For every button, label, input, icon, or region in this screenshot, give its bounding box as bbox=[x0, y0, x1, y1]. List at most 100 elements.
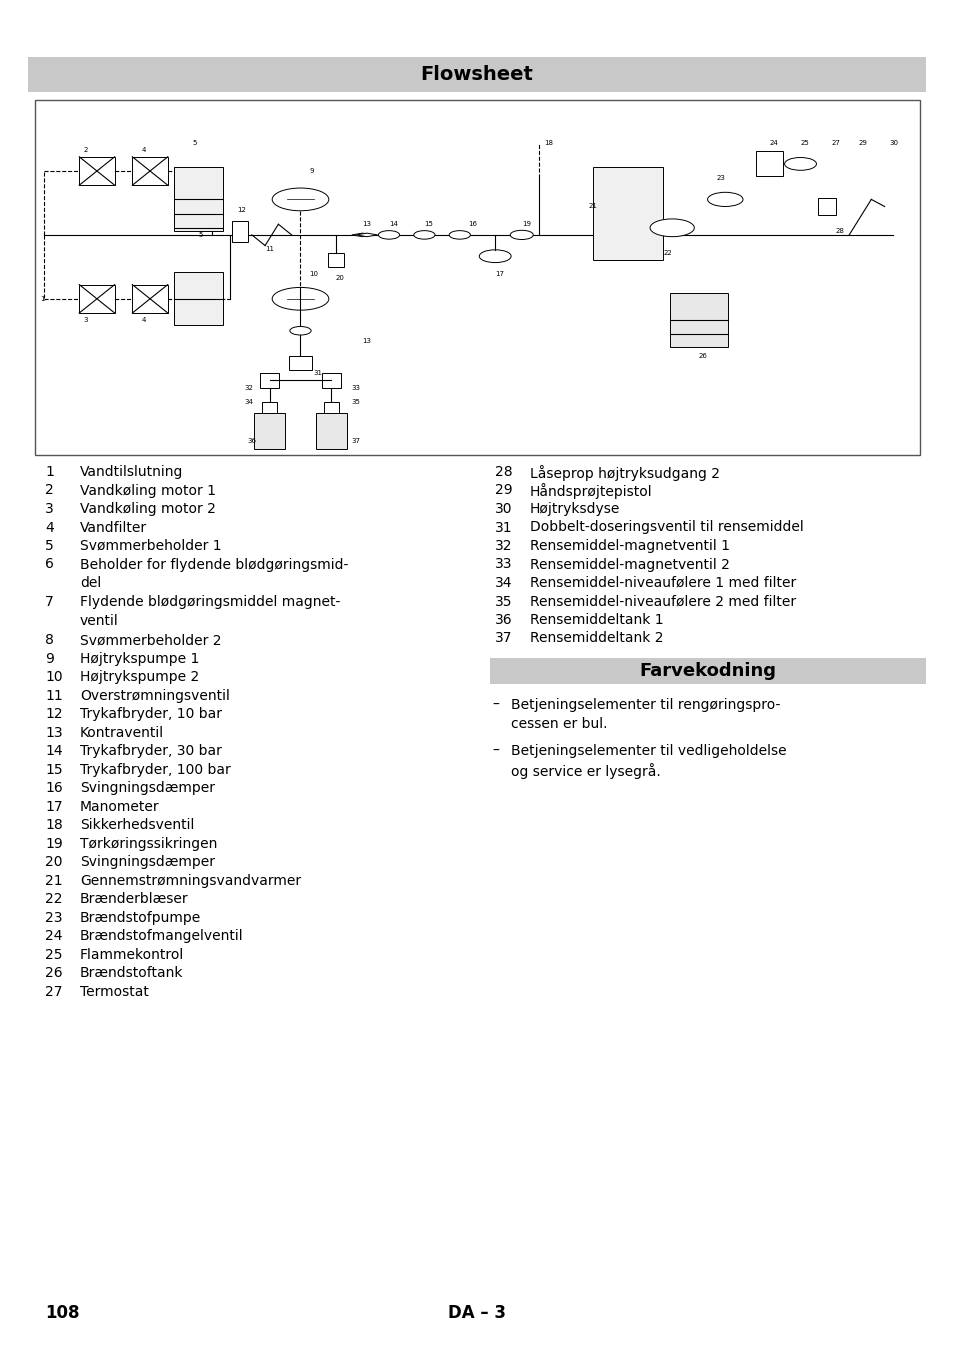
Text: Trykafbryder, 100 bar: Trykafbryder, 100 bar bbox=[80, 762, 231, 777]
Text: Brændstofpumpe: Brændstofpumpe bbox=[80, 911, 201, 925]
Text: 34: 34 bbox=[245, 398, 253, 405]
Text: 8: 8 bbox=[45, 634, 53, 647]
Text: 26: 26 bbox=[45, 967, 63, 980]
Text: 1: 1 bbox=[45, 464, 53, 479]
Text: 4: 4 bbox=[141, 317, 146, 324]
Text: 7: 7 bbox=[45, 596, 53, 609]
Text: –: – bbox=[492, 745, 498, 758]
Bar bbox=[289, 356, 312, 370]
Text: 2: 2 bbox=[45, 483, 53, 497]
Text: 33: 33 bbox=[351, 385, 359, 390]
Text: 23: 23 bbox=[716, 175, 724, 181]
Text: Vandtilslutning: Vandtilslutning bbox=[80, 464, 183, 479]
Text: Brændstofmangelventil: Brændstofmangelventil bbox=[80, 929, 243, 944]
Text: 13: 13 bbox=[45, 726, 63, 739]
Text: 11: 11 bbox=[265, 246, 274, 252]
Text: 14: 14 bbox=[389, 221, 397, 227]
Text: Svingningsdæmper: Svingningsdæmper bbox=[80, 856, 214, 869]
Text: Sikkerhedsventil: Sikkerhedsventil bbox=[80, 818, 194, 833]
Text: 19: 19 bbox=[45, 837, 63, 850]
Bar bbox=[79, 284, 114, 313]
Text: Rensemiddel-niveaufølere 1 med filter: Rensemiddel-niveaufølere 1 med filter bbox=[530, 575, 796, 590]
Ellipse shape bbox=[272, 287, 329, 310]
Text: Svømmerbeholder 2: Svømmerbeholder 2 bbox=[80, 634, 221, 647]
Text: 29: 29 bbox=[495, 483, 512, 497]
Text: 5: 5 bbox=[193, 139, 196, 146]
Text: –: – bbox=[492, 699, 498, 712]
Text: Rensemiddeltank 1: Rensemiddeltank 1 bbox=[530, 613, 663, 627]
Polygon shape bbox=[355, 233, 377, 237]
Text: og service er lysegrå.: og service er lysegrå. bbox=[511, 762, 660, 779]
Text: 18: 18 bbox=[543, 139, 553, 146]
Text: Kontraventil: Kontraventil bbox=[80, 726, 164, 739]
Text: ventil: ventil bbox=[80, 613, 118, 628]
Text: Højtrykspumpe 2: Højtrykspumpe 2 bbox=[80, 670, 199, 684]
Text: Låseprop højtryksudgang 2: Låseprop højtryksudgang 2 bbox=[530, 464, 720, 481]
Text: Tørkøringssikringen: Tørkøringssikringen bbox=[80, 837, 217, 850]
Text: 108: 108 bbox=[45, 1304, 79, 1322]
Text: 26: 26 bbox=[698, 352, 707, 359]
Bar bbox=[253, 413, 285, 448]
Text: 30: 30 bbox=[495, 502, 512, 516]
Ellipse shape bbox=[478, 249, 511, 263]
Text: 36: 36 bbox=[247, 437, 256, 444]
Text: 20: 20 bbox=[335, 275, 344, 280]
Text: Gennemstrømningsvandvarmer: Gennemstrømningsvandvarmer bbox=[80, 873, 301, 888]
Text: Rensemiddel-magnetventil 1: Rensemiddel-magnetventil 1 bbox=[530, 539, 729, 552]
Text: 12: 12 bbox=[236, 207, 246, 213]
Text: 31: 31 bbox=[314, 371, 322, 376]
Ellipse shape bbox=[707, 192, 742, 207]
Text: Flammekontrol: Flammekontrol bbox=[80, 948, 184, 961]
Text: 31: 31 bbox=[495, 520, 512, 535]
Text: Højtrykspumpe 1: Højtrykspumpe 1 bbox=[80, 651, 199, 666]
Ellipse shape bbox=[510, 230, 533, 240]
Text: 2: 2 bbox=[84, 146, 88, 153]
Bar bbox=[132, 157, 168, 185]
Ellipse shape bbox=[783, 157, 816, 171]
Text: Svømmerbeholder 1: Svømmerbeholder 1 bbox=[80, 539, 221, 552]
Text: 33: 33 bbox=[495, 558, 512, 571]
Text: 37: 37 bbox=[352, 437, 360, 444]
Bar bbox=[315, 413, 347, 448]
Bar bbox=[592, 168, 662, 260]
Ellipse shape bbox=[378, 230, 399, 240]
Text: Rensemiddel-niveaufølere 2 med filter: Rensemiddel-niveaufølere 2 med filter bbox=[530, 594, 796, 608]
Bar bbox=[323, 402, 339, 416]
Text: 35: 35 bbox=[351, 398, 359, 405]
Text: 10: 10 bbox=[45, 670, 63, 684]
Bar bbox=[233, 221, 248, 242]
Text: 4: 4 bbox=[45, 520, 53, 535]
Text: 15: 15 bbox=[45, 762, 63, 777]
Text: 3: 3 bbox=[84, 317, 88, 324]
Text: Trykafbryder, 10 bar: Trykafbryder, 10 bar bbox=[80, 707, 222, 722]
Text: 22: 22 bbox=[662, 249, 672, 256]
Text: 32: 32 bbox=[495, 539, 512, 552]
Text: 12: 12 bbox=[45, 707, 63, 722]
Text: 37: 37 bbox=[495, 631, 512, 646]
Text: 19: 19 bbox=[521, 221, 530, 227]
Text: 21: 21 bbox=[587, 203, 597, 210]
Text: 27: 27 bbox=[831, 139, 840, 146]
Text: 15: 15 bbox=[424, 221, 433, 227]
Text: Beholder for flydende blødgøringsmid-: Beholder for flydende blødgøringsmid- bbox=[80, 558, 348, 571]
Text: Overstrømningsventil: Overstrømningsventil bbox=[80, 689, 230, 703]
Text: 27: 27 bbox=[45, 984, 63, 999]
Text: 29: 29 bbox=[857, 139, 866, 146]
Text: 11: 11 bbox=[45, 689, 63, 703]
Text: 5: 5 bbox=[198, 232, 203, 238]
Text: 13: 13 bbox=[362, 338, 371, 344]
Text: 6: 6 bbox=[45, 558, 53, 571]
Ellipse shape bbox=[649, 219, 694, 237]
Text: 13: 13 bbox=[362, 221, 371, 227]
Bar bbox=[261, 402, 277, 416]
Text: 23: 23 bbox=[45, 911, 63, 925]
Text: Betjeningselementer til rengøringspro-: Betjeningselementer til rengøringspro- bbox=[511, 699, 780, 712]
Text: 22: 22 bbox=[45, 892, 63, 906]
Text: DA – 3: DA – 3 bbox=[448, 1304, 505, 1322]
Text: Dobbelt-doseringsventil til rensemiddel: Dobbelt-doseringsventil til rensemiddel bbox=[530, 520, 803, 535]
Bar bbox=[35, 100, 919, 455]
Text: 24: 24 bbox=[45, 929, 63, 944]
Text: 25: 25 bbox=[45, 948, 63, 961]
Polygon shape bbox=[352, 233, 373, 237]
Text: 14: 14 bbox=[45, 745, 63, 758]
